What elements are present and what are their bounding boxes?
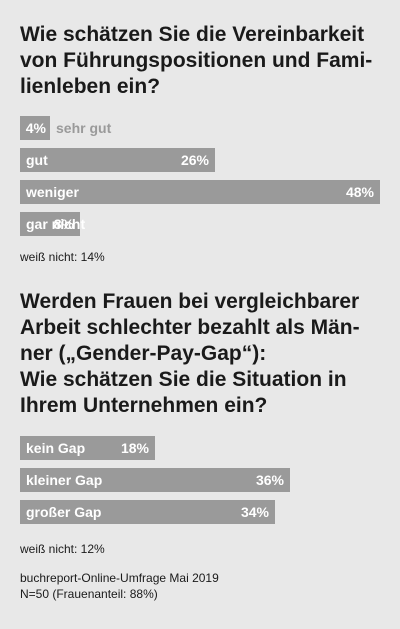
question-1-title: Wie schätzen Sie die Vereinbarkeit von F… <box>20 22 390 100</box>
bar-weniger <box>20 180 380 204</box>
bar-category-label: kein Gap <box>26 440 86 456</box>
bar-category-label: großer Gap <box>26 504 102 520</box>
bar-großer-gap <box>20 500 275 524</box>
question-1-title-line: von Führungspositionen und Fami- <box>20 49 373 72</box>
bar-value-label: 26% <box>180 152 209 168</box>
bar-category-label: gar nicht <box>26 216 86 232</box>
bar-category-label: kleiner Gap <box>26 472 103 488</box>
bar-row-gar-nicht: 8% gar nicht <box>20 212 380 236</box>
bar-sehr-gut <box>20 116 50 140</box>
bar-value-label: 4% <box>25 120 46 136</box>
bar-row-gut: 26% gut <box>20 148 380 172</box>
question-1-title-line: Wie schätzen Sie die Vereinbarkeit <box>20 23 365 46</box>
question-2-title-line: ner („Gender-Pay-Gap“): <box>20 342 267 365</box>
bar-value-label: 36% <box>255 472 284 488</box>
question-2-title-line: Arbeit schlechter bezahlt als Män- <box>20 316 360 339</box>
footer-sample-size: N=50 (Frauenanteil: 88%) <box>20 587 158 601</box>
bar-row-weniger: 48% weniger <box>20 180 380 204</box>
bar-value-label: 18% <box>120 440 149 456</box>
question-2-title-line: Wie schätzen Sie die Situation in <box>20 368 347 391</box>
chart-vereinbarkeit: 4% sehr gut 26% gut 48% weniger 8% gar nicht <box>20 116 380 244</box>
chart-gender-pay-gap: 18% kein Gap 36% kleiner Gap 34% großer Gap <box>20 436 380 532</box>
bar-category-label: gut <box>26 152 48 168</box>
question-2-title: Werden Frauen bei vergleichbarer Arbeit … <box>20 289 390 419</box>
bar-gut <box>20 148 215 172</box>
question-2-title-line: Ihrem Unternehmen ein? <box>20 394 268 417</box>
bar-gar-nicht <box>20 212 80 236</box>
bar-category-label: weniger <box>26 184 79 200</box>
question-1-title-line: lienleben ein? <box>20 75 161 98</box>
bar-value-label: 8% <box>53 216 74 232</box>
question-2-dont-know-note: weiß nicht: 12% <box>20 542 105 556</box>
bar-row-großer-gap: 34% großer Gap <box>20 500 380 524</box>
bar-kleiner-gap <box>20 468 290 492</box>
bar-row-kein-gap: 18% kein Gap <box>20 436 380 460</box>
bar-row-sehr-gut: 4% sehr gut <box>20 116 380 140</box>
question-2-title-line: Werden Frauen bei vergleichbarer <box>20 290 360 313</box>
bar-category-label: sehr gut <box>56 120 112 136</box>
bar-value-label: 48% <box>345 184 374 200</box>
bar-kein-gap <box>20 436 155 460</box>
footer-source: buchreport-Online-Umfrage Mai 2019 <box>20 571 219 585</box>
bar-row-kleiner-gap: 36% kleiner Gap <box>20 468 380 492</box>
question-1-dont-know-note: weiß nicht: 14% <box>20 250 105 264</box>
bar-value-label: 34% <box>240 504 269 520</box>
